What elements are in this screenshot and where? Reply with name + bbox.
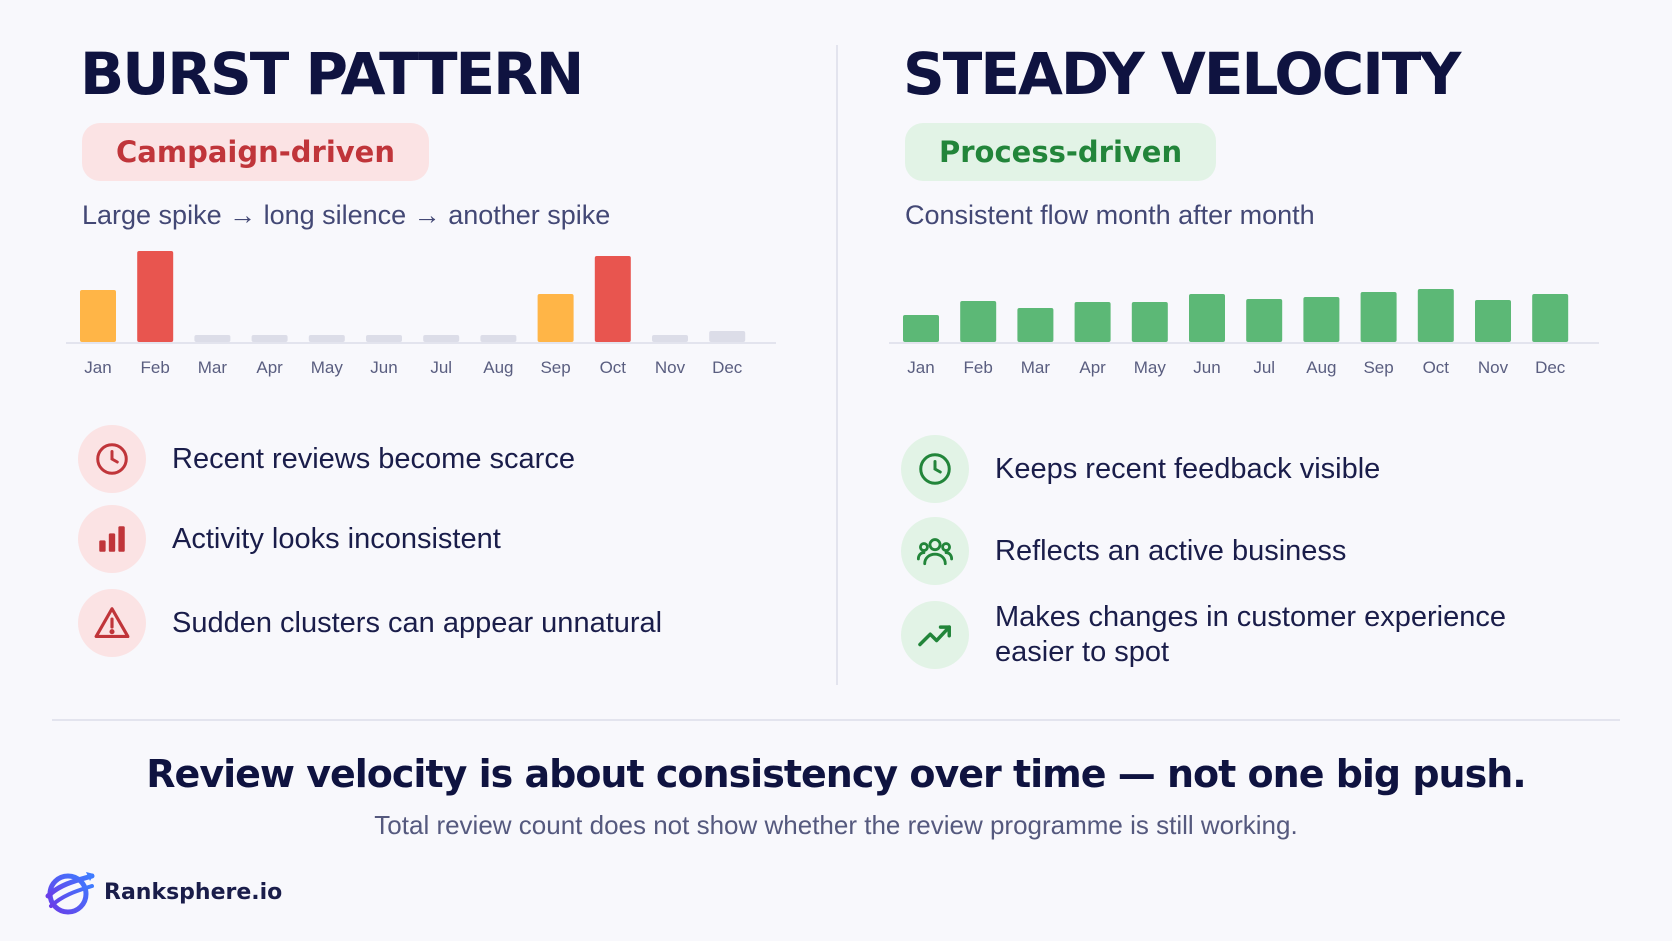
bar-may: [308, 335, 345, 342]
feature-item: Keeps recent feedback visible: [901, 434, 1380, 504]
feature-text: Recent reviews become scarce: [172, 442, 575, 475]
x-tick-label: Aug: [1306, 358, 1336, 377]
subline: Total review count does not show whether…: [374, 810, 1298, 840]
feature-item: Reflects an active business: [901, 516, 1346, 586]
feature-item: Sudden clusters can appear unnatural: [78, 588, 662, 658]
steady-velocity-panel: STEADY VELOCITY Process-driven Consisten…: [889, 0, 1623, 700]
bar-apr: [1074, 302, 1111, 342]
bar-aug: [480, 335, 517, 342]
bar-sep: [537, 294, 574, 342]
x-tick-label: Jun: [1193, 358, 1220, 377]
bar-may: [1131, 302, 1168, 342]
brand-logo[interactable]: Ranksphere.io: [42, 866, 282, 918]
bar-dec: [1532, 294, 1569, 342]
panel-title: STEADY VELOCITY: [903, 40, 1461, 108]
brand-name: Ranksphere.io: [104, 879, 283, 905]
clock-icon: [78, 425, 146, 493]
process-driven-badge: Process-driven: [905, 123, 1217, 181]
feature-text: Keeps recent feedback visible: [995, 452, 1381, 485]
panel-subtitle: Consistent flow month after month: [905, 200, 1315, 230]
x-tick-label: Apr: [256, 358, 283, 377]
x-tick-label: Sep: [1363, 358, 1393, 377]
bar-sep: [1360, 292, 1397, 342]
bar-oct: [594, 256, 631, 342]
burst-pattern-panel: BURST PATTERN Campaign-driven Large spik…: [66, 0, 800, 700]
bar-feb: [137, 251, 174, 342]
x-tick-label: Nov: [655, 358, 686, 377]
x-tick-label: Mar: [198, 358, 228, 377]
x-tick-label: Feb: [964, 358, 993, 377]
clock-icon: [901, 435, 969, 503]
campaign-driven-badge: Campaign-driven: [82, 123, 429, 181]
bar-jan: [80, 290, 116, 342]
bar-mar: [1017, 308, 1054, 342]
x-tick-label: May: [311, 358, 344, 377]
bar-aug: [1303, 297, 1340, 342]
x-tick-label: Jul: [430, 358, 452, 377]
feature-item: Recent reviews become scarce: [78, 424, 575, 494]
x-tick-label: Jun: [370, 358, 397, 377]
x-tick-label: Dec: [712, 358, 743, 377]
burst-bar-chart: Jan Feb Mar Apr May Jun Jul Aug Sep Oct Nov Dec: [66, 250, 776, 410]
trend-up-icon: [901, 601, 969, 669]
feature-text: Sudden clusters can appear unnatural: [172, 606, 663, 639]
x-tick-label: Jul: [1253, 358, 1275, 377]
x-tick-label: Oct: [600, 358, 627, 377]
bar-mar: [194, 335, 231, 342]
horizontal-divider: [52, 719, 1620, 721]
x-tick-label: Oct: [1423, 358, 1450, 377]
bar-chart-icon: [78, 505, 146, 573]
vertical-divider: [836, 45, 838, 685]
bar-oct: [1417, 289, 1454, 342]
warning-icon: [78, 589, 146, 657]
feature-text: Activity looks inconsistent: [172, 522, 501, 555]
steady-bar-chart: Jan Feb Mar Apr May Jun Jul Aug Sep Oct Nov Dec: [889, 250, 1599, 410]
x-tick-label: May: [1134, 358, 1167, 377]
bar-nov: [652, 335, 688, 342]
x-tick-label: Nov: [1478, 358, 1509, 377]
headline: Review velocity is about consistency ove…: [146, 752, 1526, 796]
panel-title: BURST PATTERN: [80, 40, 584, 108]
panel-subtitle: Large spike → long silence → another spi…: [82, 200, 611, 230]
bar-jan: [903, 315, 939, 342]
bar-jul: [423, 335, 460, 342]
feature-text: Reflects an active business: [995, 534, 1347, 567]
globe-logo-icon: [45, 872, 95, 915]
bar-nov: [1475, 300, 1511, 342]
x-tick-label: Aug: [483, 358, 513, 377]
feature-item: Activity looks inconsistent: [78, 504, 501, 574]
bar-apr: [251, 335, 288, 342]
x-tick-label: Jan: [907, 358, 934, 377]
bar-jun: [366, 335, 402, 342]
x-tick-label: Apr: [1079, 358, 1106, 377]
feature-item: Makes changes in customer experience eas…: [901, 600, 1555, 670]
x-tick-label: Mar: [1021, 358, 1051, 377]
x-tick-label: Jan: [84, 358, 111, 377]
bar-feb: [960, 301, 997, 342]
x-tick-label: Dec: [1535, 358, 1566, 377]
feature-text: Makes changes in customer experience eas…: [995, 601, 1506, 668]
bar-dec: [709, 331, 746, 342]
bar-jul: [1246, 299, 1283, 342]
x-tick-label: Feb: [141, 358, 170, 377]
bar-jun: [1189, 294, 1225, 342]
users-icon: [901, 517, 969, 585]
x-tick-label: Sep: [540, 358, 570, 377]
